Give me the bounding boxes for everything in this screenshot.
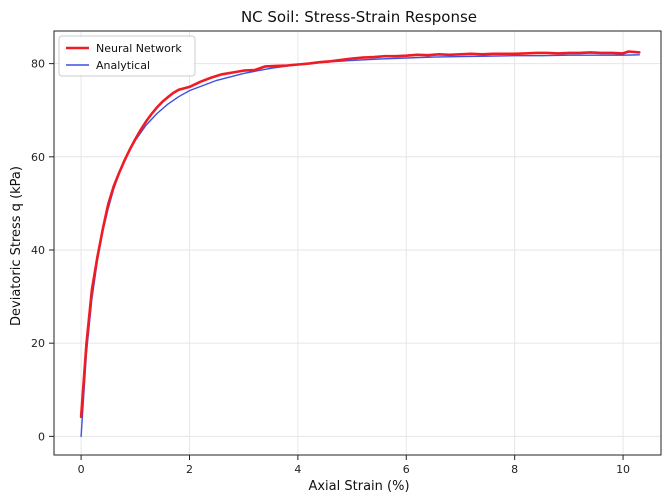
y-tick-label: 0: [38, 430, 45, 443]
y-tick-label: 60: [31, 151, 45, 164]
x-tick-label: 0: [78, 463, 85, 476]
y-axis-label: Deviatoric Stress q (kPa): [9, 166, 24, 326]
legend-label-neural-network: Neural Network: [96, 42, 182, 55]
series-line-neural-network: [79, 50, 641, 419]
x-tick-label: 6: [403, 463, 410, 476]
plot-area: 0 2 4 6 8 10 0 20 40 60 80: [31, 30, 662, 476]
chart-title: NC Soil: Stress-Strain Response: [241, 8, 477, 26]
x-tick-label: 2: [186, 463, 193, 476]
x-tick-label: 8: [511, 463, 518, 476]
y-tick-label: 40: [31, 244, 45, 257]
x-axis-label: Axial Strain (%): [308, 479, 409, 494]
x-tick-label: 10: [616, 463, 630, 476]
plot-background: [54, 31, 661, 455]
y-tick-label: 80: [31, 58, 45, 71]
legend-label-analytical: Analytical: [96, 59, 150, 72]
legend: Neural Network Analytical: [58, 35, 196, 77]
plot-frame: [53, 30, 662, 456]
legend-box: [58, 35, 196, 77]
x-tick-label: 4: [294, 463, 301, 476]
y-tick-label: 20: [31, 337, 45, 350]
